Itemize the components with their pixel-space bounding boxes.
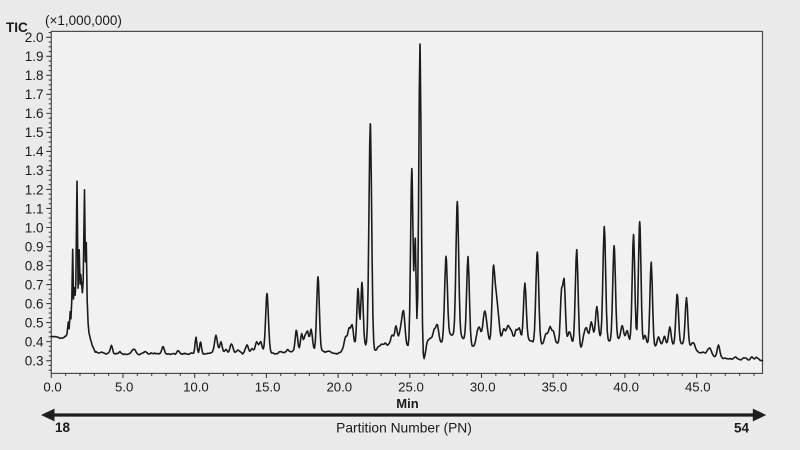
svg-text:18: 18 — [55, 420, 71, 435]
svg-text:1.4: 1.4 — [25, 144, 44, 159]
svg-text:0.3: 0.3 — [25, 353, 44, 368]
svg-text:1.6: 1.6 — [25, 106, 44, 121]
svg-text:0.8: 0.8 — [25, 258, 44, 273]
svg-text:30.0: 30.0 — [470, 380, 496, 395]
svg-text:40.0: 40.0 — [613, 380, 639, 395]
svg-text:1.2: 1.2 — [25, 182, 44, 197]
svg-text:Partition Number (PN): Partition Number (PN) — [336, 421, 472, 436]
svg-text:0.9: 0.9 — [25, 239, 44, 254]
svg-text:0.5: 0.5 — [25, 315, 44, 330]
svg-text:35.0: 35.0 — [542, 380, 568, 395]
svg-text:45.0: 45.0 — [685, 380, 711, 395]
svg-text:54: 54 — [734, 421, 750, 436]
svg-text:1.3: 1.3 — [25, 163, 44, 178]
svg-text:1.1: 1.1 — [25, 201, 44, 216]
svg-text:(×1,000,000): (×1,000,000) — [45, 13, 122, 28]
svg-text:1.8: 1.8 — [25, 68, 44, 83]
svg-text:1.5: 1.5 — [25, 125, 44, 140]
svg-text:0.4: 0.4 — [25, 334, 44, 349]
svg-text:1.0: 1.0 — [25, 220, 44, 235]
svg-text:15.0: 15.0 — [255, 380, 281, 395]
svg-text:20.0: 20.0 — [326, 380, 352, 395]
svg-text:1.9: 1.9 — [25, 49, 44, 64]
svg-text:TIC: TIC — [6, 20, 28, 35]
svg-text:0.7: 0.7 — [25, 277, 44, 292]
svg-text:0.6: 0.6 — [25, 296, 44, 311]
svg-text:0.0: 0.0 — [43, 380, 61, 395]
svg-text:Min: Min — [396, 396, 418, 411]
svg-text:1.7: 1.7 — [25, 87, 44, 102]
svg-text:10.0: 10.0 — [183, 380, 209, 395]
svg-text:25.0: 25.0 — [398, 380, 424, 395]
svg-text:2.0: 2.0 — [25, 30, 44, 45]
svg-text:5.0: 5.0 — [115, 380, 133, 395]
